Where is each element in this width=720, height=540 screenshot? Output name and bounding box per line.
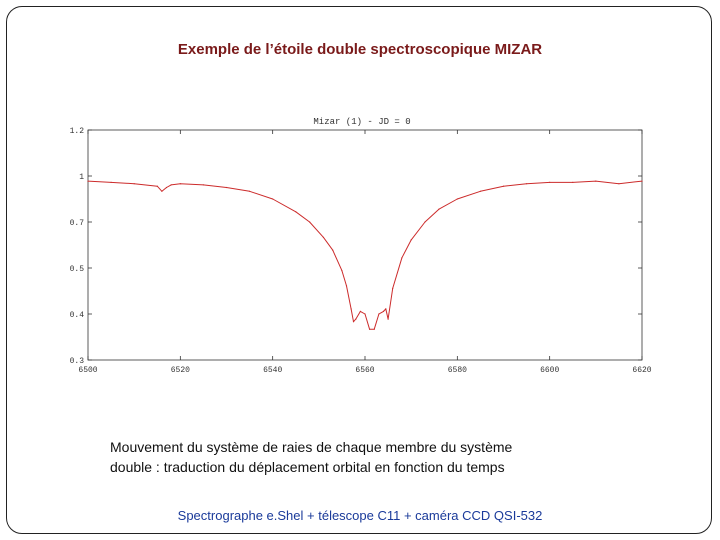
spectrum-point	[369, 328, 371, 330]
spectrum-point	[170, 184, 172, 186]
spectrum-point	[401, 257, 403, 259]
spectrum-point	[595, 180, 597, 182]
spectrum-point	[350, 308, 352, 310]
y-tick-label: 0.4	[70, 311, 85, 320]
spectrum-point	[341, 270, 343, 272]
chart-ticks: 6500 6520 6540 6560 6580 6600 6620 1.2 1 0.7 0.5 0.…	[70, 127, 652, 375]
y-tick-label: 1	[79, 173, 84, 182]
x-tick-label: 6620	[632, 366, 651, 375]
caption: Mouvement du système de raies de chaque …	[110, 437, 630, 477]
caption-line-2: double : traduction du déplacement orbit…	[110, 459, 505, 475]
spectrum-point	[378, 313, 380, 315]
spectrum-point	[382, 310, 385, 312]
x-tick-label: 6520	[171, 366, 190, 375]
spectrum-point	[225, 186, 228, 189]
spectrum-point	[392, 287, 394, 289]
spectrum-point	[359, 310, 361, 312]
spectrum-point	[110, 181, 112, 183]
plot-frame	[87, 129, 643, 361]
slide-frame	[6, 6, 712, 534]
spectrum-point	[87, 180, 89, 182]
spectrum-point	[355, 318, 357, 320]
chart-series	[87, 180, 643, 330]
spectrum-point	[424, 221, 426, 223]
spectrum-point	[322, 236, 324, 238]
spectrum-point	[156, 185, 158, 187]
spectrum-point	[345, 285, 348, 287]
spectrum-line	[87, 180, 643, 330]
x-tick-label: 6560	[355, 366, 374, 375]
spectrum-point	[385, 308, 387, 310]
spectrum-point	[479, 190, 481, 192]
spectrum-point	[387, 318, 389, 320]
spectrum-point	[332, 249, 334, 251]
spectrum-point	[502, 185, 505, 187]
y-tick-label: 0.7	[70, 219, 85, 228]
caption-line-1: Mouvement du système de raies de chaque …	[110, 439, 513, 455]
spectrum-point	[373, 328, 375, 330]
spectrum-point	[161, 190, 163, 192]
spectrum-point	[295, 211, 297, 213]
spectrum-point	[133, 183, 135, 185]
spectrum-point	[410, 239, 412, 241]
spectrum-point	[572, 181, 574, 183]
slide-title: Exemple de l’étoile double spectroscopiq…	[177, 41, 543, 58]
spectrum-point	[309, 221, 311, 223]
spectrum-point	[202, 184, 204, 186]
chart-axes	[87, 129, 643, 361]
x-tick-label: 6600	[540, 366, 559, 375]
spectrum-point	[438, 208, 440, 210]
x-tick-label: 6580	[448, 366, 467, 375]
x-tick-label: 6500	[78, 366, 97, 375]
spectrum-point	[364, 313, 366, 315]
x-tick-label: 6540	[263, 366, 282, 375]
spectrum-point	[526, 183, 528, 185]
spectrum-point	[641, 180, 643, 182]
y-tick-label: 0.3	[70, 357, 85, 366]
spectrum-point	[618, 183, 620, 185]
spectrum-point	[272, 198, 274, 200]
spectrum-point	[249, 190, 251, 192]
y-tick-label: 0.5	[70, 265, 85, 274]
footer-credits: Spectrographe e.Shel + télescope C11 + c…	[177, 508, 543, 523]
spectrum-point	[549, 181, 551, 183]
spectrum-point	[456, 198, 458, 200]
spectrum-point	[165, 186, 168, 189]
spectrum-point	[179, 183, 181, 185]
chart-title: Mizar (1) - JD = 0	[313, 117, 410, 127]
spectrum-point	[352, 321, 355, 323]
y-tick-label: 1.2	[70, 127, 85, 136]
